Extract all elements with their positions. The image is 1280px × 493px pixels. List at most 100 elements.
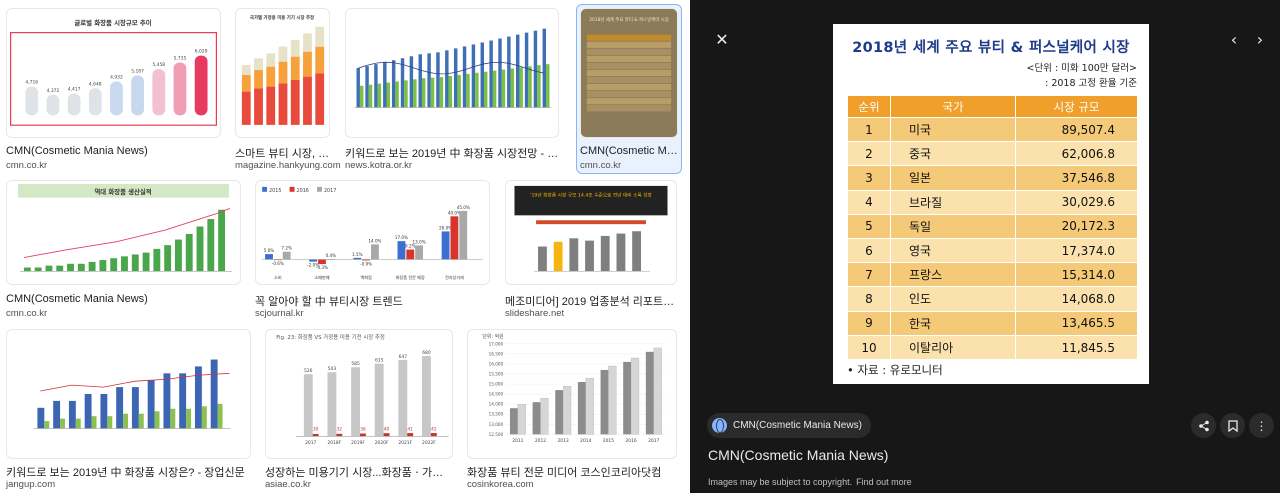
result-card[interactable]: 키워드로 보는 2019년 中 화장품 시장은? - 장업신문 jangup.c… <box>6 329 251 490</box>
viewer-title[interactable]: CMN(Cosmetic Mania News) <box>708 447 889 463</box>
bar <box>404 80 408 108</box>
bar <box>608 365 617 435</box>
result-thumbnail[interactable]: 역대 화장품 생산실적 <box>6 180 241 285</box>
country-cell: 브라질 <box>890 189 1016 215</box>
result-title[interactable]: CMN(Cosmetic Mania News) <box>6 293 148 305</box>
header-rank: 순위 <box>847 95 891 118</box>
bar <box>413 79 417 108</box>
line-series <box>40 372 230 392</box>
bar <box>282 251 291 260</box>
find-out-more-link[interactable]: Find out more <box>856 477 912 487</box>
bar-value-label: 41 <box>407 426 413 432</box>
bar <box>540 398 549 435</box>
table-row: 1 미국 89,507.4 <box>847 116 1138 142</box>
share-icon[interactable] <box>1191 413 1216 438</box>
bar <box>179 373 187 429</box>
bar <box>383 433 390 437</box>
result-card[interactable]: 역대 화장품 생산실적 CMN(Cosmetic Mania News) cmn… <box>6 180 241 319</box>
preview-image-title: 2018년 세계 주요 뷰티 & 퍼스널케어 시장 <box>852 40 1130 56</box>
result-card-selected[interactable]: 2018년 세계 주요 뷰티 & 퍼스널케어 시장 CMN(Cosmetic M… <box>576 4 682 174</box>
bar <box>492 70 497 108</box>
result-card[interactable]: 2015 2016 2017 5.0% -0.6% 7.2% 소비 -2.0% -4.3% 0.4… <box>255 180 490 319</box>
bar-value-label: 45.0% <box>457 205 470 210</box>
result-title[interactable]: 스마트 뷰티 시장, 최후 승... <box>235 148 330 160</box>
bar <box>400 58 405 108</box>
bar <box>34 267 42 272</box>
bar <box>441 231 450 260</box>
result-card[interactable]: 글로벌 화장품 시장규모 추이 4,716 4,372 4,417 4,648 4,932… <box>6 8 221 171</box>
image-viewer-panel: ✕ ‹ › 2018년 세계 주요 뷰티 & 퍼스널케어 시장 <단위 : 미화… <box>690 0 1280 493</box>
chevron-right-icon[interactable]: › <box>1256 29 1264 49</box>
result-card[interactable]: 단위: 억원 12,500 13,000 13,500 14,000 14,500 15,0… <box>467 329 677 490</box>
bar <box>466 73 470 108</box>
stacked-bar-segment <box>315 26 325 47</box>
bar <box>439 77 444 108</box>
result-thumbnail[interactable]: '19년 화장품 시장 규모 14.4조 수준으로 전년 대비 소폭 성장 <box>505 180 677 285</box>
y-tick-label: 14,000 <box>489 402 504 407</box>
bar <box>569 238 579 272</box>
result-card[interactable]: 국가별 가정용 미용 기기 시장 추정 스마트 뷰티 시장, 최후 승... m… <box>235 8 341 171</box>
category-label: 백화점 <box>360 274 372 280</box>
legend-label: 2015 <box>269 188 281 194</box>
result-title[interactable]: 키워드로 보는 2019년 中 화장품 시장은? - 장업신문 <box>6 467 245 479</box>
result-title[interactable]: 키워드로 보는 2019년 中 화장품 시장전망 - 트렌드 - KOTRA .… <box>345 148 559 160</box>
rank-cell: 1 <box>847 116 891 142</box>
thumb-title: 글로벌 화장품 시장규모 추이 <box>74 18 151 27</box>
chevron-left-icon[interactable]: ‹ <box>1230 29 1238 49</box>
result-thumbnail[interactable] <box>6 329 251 459</box>
market-size-cell: 62,006.8 <box>1015 141 1138 166</box>
bar <box>75 418 81 429</box>
stacked-bar-segment <box>303 33 312 52</box>
result-thumbnail[interactable]: Fig. 23: 화장품 VS 가정용 미용 기전 시장 추정 526 30 2017… <box>265 329 453 459</box>
globe-icon <box>712 418 727 433</box>
beauty-market-table-thumbnail: 2018년 세계 주요 뷰티 & 퍼스널케어 시장 <box>581 9 677 137</box>
result-title[interactable]: 메조미디어] 2019 업종분석 리포트_화장품 편 <box>505 296 677 308</box>
result-thumbnail[interactable]: 글로벌 화장품 시장규모 추이 4,716 4,372 4,417 4,648 4,932… <box>6 8 221 138</box>
legend-swatch <box>317 186 322 192</box>
result-thumbnail[interactable]: 단위: 억원 12,500 13,000 13,500 14,000 14,500 15,0… <box>467 329 677 459</box>
close-icon[interactable]: ✕ <box>715 29 729 49</box>
result-card[interactable]: '19년 화장품 시장 규모 14.4조 수준으로 전년 대비 소폭 성장 메조… <box>505 180 677 319</box>
bar <box>524 32 529 108</box>
result-thumbnail[interactable]: 2015 2016 2017 5.0% -0.6% 7.2% 소비 -2.0% -4.3% 0.4… <box>255 180 490 285</box>
preview-image[interactable]: 2018년 세계 주요 뷰티 & 퍼스널케어 시장 <단위 : 미화 100만 … <box>833 24 1149 384</box>
line-series <box>358 61 545 75</box>
bar <box>68 400 76 429</box>
country-cell: 독일 <box>890 213 1016 239</box>
more-options-icon[interactable]: ⋮ <box>1249 413 1274 438</box>
result-card[interactable]: Fig. 23: 화장품 VS 가정용 미용 기전 시장 추정 526 30 2017… <box>265 329 453 490</box>
bar <box>312 433 319 437</box>
result-thumbnail[interactable]: 2018년 세계 주요 뷰티 & 퍼스널케어 시장 <box>580 8 678 138</box>
result-card[interactable]: 키워드로 보는 2019년 中 화장품 시장전망 - 트렌드 - KOTRA .… <box>345 8 559 171</box>
result-source: jangup.com <box>6 479 56 490</box>
table-row <box>586 55 672 63</box>
result-title[interactable]: 성장하는 미용기기 시장...화장품ㆍ가전ㆍ의료기기 회... <box>265 467 453 479</box>
bookmark-icon[interactable] <box>1220 413 1245 438</box>
legend-label: 2017 <box>324 188 336 194</box>
bar-value-label: 5,458 <box>152 62 165 68</box>
category-label: 2021F <box>398 440 412 446</box>
rank-cell: 4 <box>847 189 891 215</box>
bar <box>67 263 74 272</box>
bar <box>185 233 193 272</box>
bar <box>37 407 45 429</box>
bar <box>356 68 360 108</box>
bar <box>585 377 594 435</box>
bar <box>430 433 437 437</box>
result-title[interactable]: CMN(Cosmetic Mania News) <box>580 145 678 157</box>
bar <box>107 416 113 429</box>
result-thumbnail[interactable] <box>345 8 559 138</box>
result-thumbnail[interactable]: 국가별 가정용 미용 기기 시장 추정 <box>235 8 330 138</box>
bar-value-label: 4,417 <box>68 87 81 93</box>
bar <box>201 406 207 429</box>
result-title[interactable]: 꼭 알아야 할 中 뷰티시장 트렌드 <box>255 296 403 308</box>
result-title[interactable]: 화장품 뷰티 전문 미디어 코스인코리아닷컴 <box>467 467 662 479</box>
bar <box>484 71 488 108</box>
bar <box>489 40 493 108</box>
bar-value-label: 5.0% <box>264 248 275 253</box>
source-chip[interactable]: CMN(Cosmetic Mania News) <box>707 413 871 438</box>
result-title[interactable]: CMN(Cosmetic Mania News) <box>6 145 148 157</box>
production-record-chart-thumbnail: 역대 화장품 생산실적 <box>18 183 232 272</box>
bar <box>653 347 662 435</box>
stacked-bar-segment <box>290 79 300 125</box>
